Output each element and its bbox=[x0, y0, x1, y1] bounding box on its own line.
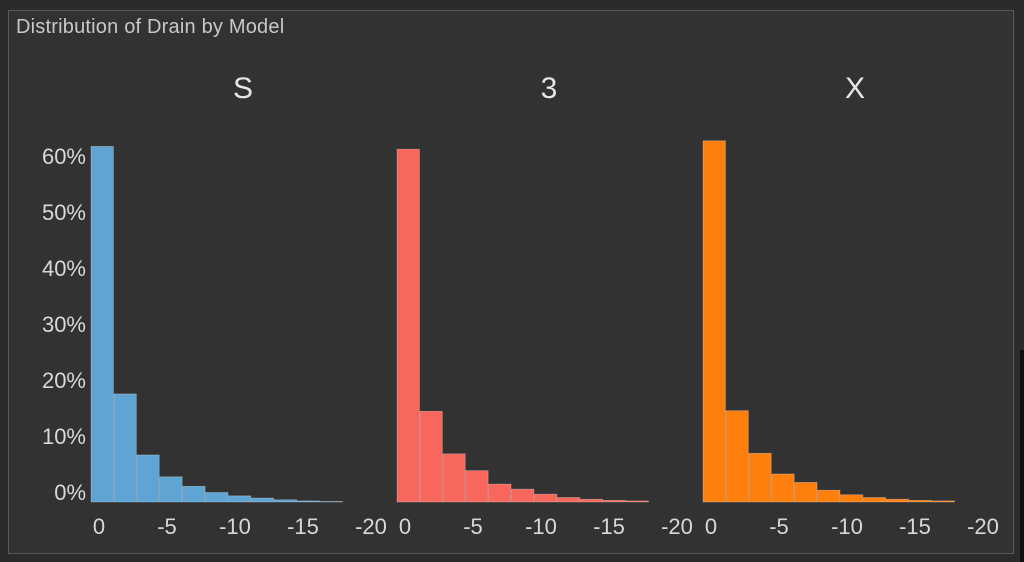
x-tick-label-X-1: -5 bbox=[769, 514, 789, 539]
chart-title: Distribution of Drain by Model bbox=[16, 16, 285, 38]
bar-3-4 bbox=[488, 483, 512, 503]
bar-S-3 bbox=[159, 476, 183, 503]
bar-3-8 bbox=[579, 498, 604, 503]
x-tick-label-3-1: -5 bbox=[463, 514, 483, 539]
x-tick-label-3-4: -20 bbox=[661, 514, 693, 539]
bar-X-10 bbox=[931, 500, 955, 503]
bar-3-7 bbox=[557, 497, 581, 503]
panel-header-1: 3 bbox=[541, 72, 558, 105]
bar-X-9 bbox=[908, 499, 932, 503]
y-tick-label-2: 20% bbox=[42, 368, 86, 393]
bar-S-0 bbox=[90, 146, 114, 503]
y-tick-label-3: 30% bbox=[42, 312, 86, 337]
bar-3-9 bbox=[602, 499, 626, 503]
bar-S-5 bbox=[205, 492, 229, 503]
x-tick-label-3-3: -15 bbox=[593, 514, 625, 539]
x-tick-label-3-0: 0 bbox=[399, 514, 411, 539]
edge-strip bbox=[1020, 350, 1024, 562]
x-tick-label-X-4: -20 bbox=[967, 514, 999, 539]
y-tick-label-1: 10% bbox=[42, 424, 86, 449]
bar-X-2 bbox=[748, 452, 772, 503]
y-tick-label-5: 50% bbox=[42, 200, 86, 225]
panel-header-2: X bbox=[845, 72, 865, 105]
bar-3-2 bbox=[442, 453, 466, 503]
bar-3-10 bbox=[625, 500, 649, 503]
x-tick-label-X-2: -10 bbox=[831, 514, 863, 539]
bar-S-9 bbox=[296, 500, 320, 503]
y-tick-label-0: 0% bbox=[54, 480, 86, 505]
bar-X-1 bbox=[725, 410, 749, 503]
bar-X-4 bbox=[794, 482, 818, 503]
x-tick-label-S-4: -20 bbox=[355, 514, 387, 539]
bar-X-7 bbox=[863, 497, 887, 503]
bar-S-8 bbox=[273, 499, 298, 503]
x-tick-label-S-3: -15 bbox=[287, 514, 319, 539]
x-tick-label-S-1: -5 bbox=[157, 514, 177, 539]
x-tick-label-3-2: -10 bbox=[525, 514, 557, 539]
bar-3-3 bbox=[465, 470, 489, 503]
bar-3-5 bbox=[511, 488, 535, 503]
bar-3-6 bbox=[534, 493, 558, 503]
chart-frame bbox=[8, 10, 1014, 554]
panel-header-0: S bbox=[233, 72, 253, 105]
bar-X-5 bbox=[817, 489, 841, 503]
bar-3-1 bbox=[419, 410, 443, 503]
bar-X-3 bbox=[771, 473, 795, 503]
bar-S-7 bbox=[251, 497, 275, 503]
y-tick-label-6: 60% bbox=[42, 144, 86, 169]
bar-3-0 bbox=[396, 148, 420, 503]
x-tick-label-X-0: 0 bbox=[705, 514, 717, 539]
y-tick-label-4: 40% bbox=[42, 256, 86, 281]
bar-S-4 bbox=[182, 485, 206, 503]
bar-S-6 bbox=[228, 495, 252, 503]
bar-X-8 bbox=[885, 498, 910, 503]
x-tick-label-S-2: -10 bbox=[219, 514, 251, 539]
x-tick-label-X-3: -15 bbox=[899, 514, 931, 539]
bar-X-6 bbox=[840, 494, 864, 503]
bar-X-0 bbox=[702, 140, 726, 503]
bar-S-10 bbox=[319, 501, 343, 503]
x-tick-label-S-0: 0 bbox=[93, 514, 105, 539]
bar-S-2 bbox=[136, 454, 160, 503]
bar-S-1 bbox=[113, 393, 137, 503]
